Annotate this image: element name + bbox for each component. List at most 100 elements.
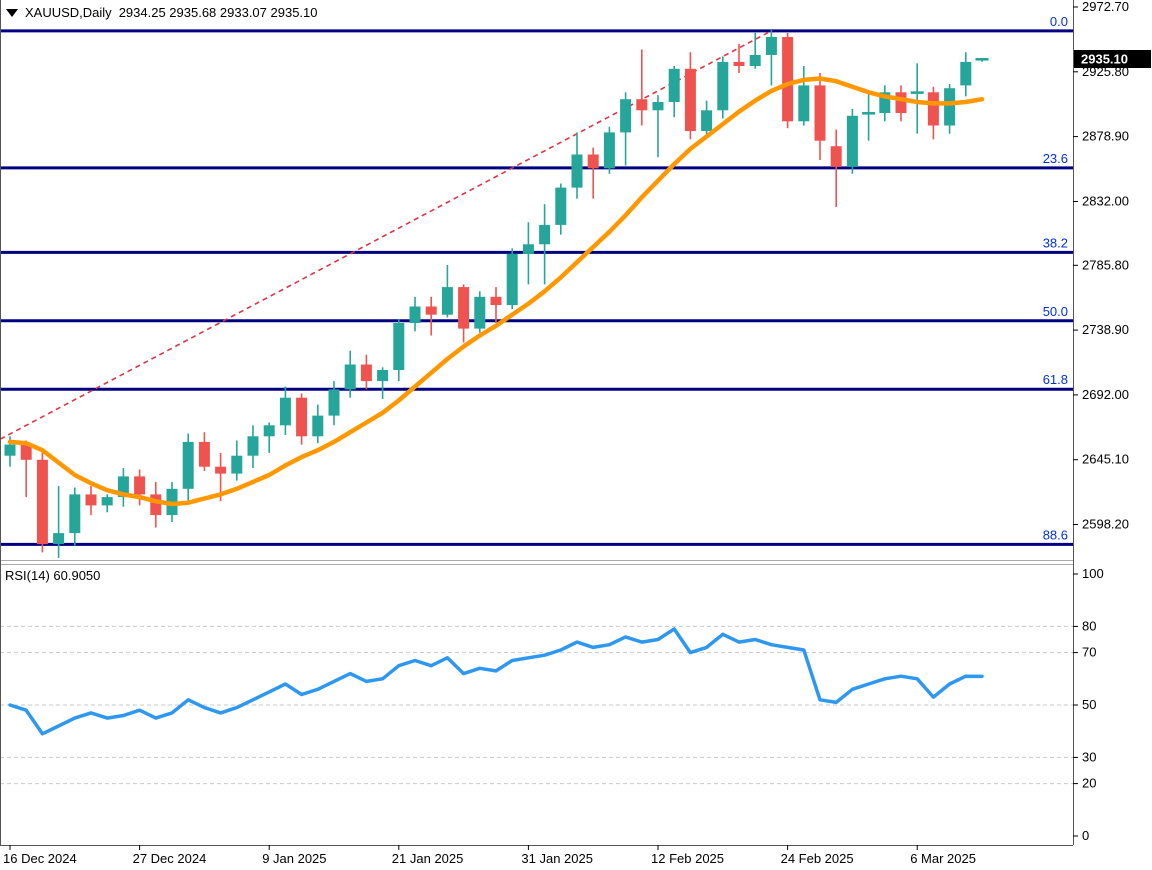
candle[interactable]: [247, 425, 259, 469]
candle[interactable]: [231, 440, 243, 481]
candle[interactable]: [587, 147, 599, 199]
candle[interactable]: [960, 52, 972, 97]
rsi-gridlines: [0, 625, 1073, 785]
price-tick-label: 2598.20: [1082, 517, 1129, 532]
rsi-tick-label: 20: [1082, 776, 1096, 791]
candle[interactable]: [425, 296, 437, 336]
panel-borders: [0, 0, 1074, 846]
candle[interactable]: [733, 43, 745, 73]
candle[interactable]: [846, 108, 858, 174]
fib-label-88.6: 88.6: [1043, 527, 1068, 542]
price-tick-label: 2645.10: [1082, 452, 1129, 467]
rsi-tick-label: 70: [1082, 645, 1096, 660]
date-tick-label: 16 Dec 2024: [3, 851, 77, 866]
price-tick-label: 2832.00: [1082, 194, 1129, 209]
candle[interactable]: [85, 486, 97, 516]
candle[interactable]: [830, 129, 842, 207]
rsi-tick-label: 30: [1082, 749, 1096, 764]
rsi-indicator-label: RSI(14) 60.9050: [5, 568, 101, 583]
candle[interactable]: [603, 126, 615, 174]
candle[interactable]: [798, 66, 810, 126]
candle[interactable]: [814, 73, 826, 160]
rsi-tick-label: 80: [1082, 618, 1096, 633]
candle[interactable]: [490, 287, 502, 323]
candle[interactable]: [539, 204, 551, 285]
candle[interactable]: [668, 66, 680, 118]
candle[interactable]: [684, 52, 696, 140]
candle[interactable]: [296, 393, 308, 445]
candle[interactable]: [101, 494, 113, 513]
candle[interactable]: [555, 183, 567, 235]
candle[interactable]: [328, 381, 340, 426]
date-tick-label: 6 Mar 2025: [910, 851, 976, 866]
rsi-polyline[interactable]: [8, 627, 984, 736]
candle[interactable]: [263, 422, 275, 453]
candle[interactable]: [409, 296, 421, 332]
price-tick-label: 2785.80: [1082, 257, 1129, 272]
rsi-axis[interactable]: 100 80 70 50 30 20 0: [1073, 566, 1104, 843]
fib-label-0.0: 0.0: [1050, 14, 1068, 29]
candle[interactable]: [393, 318, 405, 382]
candle[interactable]: [782, 32, 794, 129]
candle[interactable]: [944, 84, 956, 134]
fib-retracement-lines[interactable]: 0.0 23.6 38.2 50.0 61.8 88.6: [0, 14, 1073, 546]
ma-line[interactable]: [7, 76, 985, 507]
candle[interactable]: [182, 433, 194, 503]
rsi-tick-label: 0: [1082, 828, 1089, 843]
date-tick-label: 27 Dec 2024: [133, 851, 207, 866]
date-tick-label: 31 Jan 2025: [521, 851, 593, 866]
candle[interactable]: [620, 92, 632, 166]
rsi-tick-label: 100: [1082, 566, 1104, 581]
price-tick-label: 2738.90: [1082, 322, 1129, 337]
candle[interactable]: [717, 56, 729, 119]
candle[interactable]: [377, 367, 389, 399]
rsi-line[interactable]: [8, 627, 984, 736]
candle[interactable]: [458, 284, 470, 343]
date-axis[interactable]: 16 Dec 2024 27 Dec 2024 9 Jan 2025 21 Jan 2…: [3, 845, 976, 866]
candle[interactable]: [69, 487, 81, 546]
candle[interactable]: [749, 32, 761, 69]
dashed-trendline[interactable]: [0, 30, 772, 440]
candle[interactable]: [53, 486, 65, 558]
ohlc-readout: 2934.25 2935.68 2933.07 2935.10: [118, 5, 318, 20]
candle[interactable]: [879, 85, 891, 122]
candle[interactable]: [636, 49, 648, 126]
candle[interactable]: [474, 291, 486, 333]
candle[interactable]: [910, 63, 924, 134]
candle[interactable]: [20, 440, 32, 498]
price-axis[interactable]: 2972.702925.802878.902832.002785.802738.…: [1073, 0, 1129, 532]
candle[interactable]: [927, 86, 939, 140]
candle[interactable]: [312, 404, 324, 444]
candle[interactable]: [360, 354, 372, 390]
date-tick-label: 24 Feb 2025: [781, 851, 854, 866]
candle[interactable]: [895, 85, 907, 122]
candle[interactable]: [150, 481, 162, 528]
candle[interactable]: [652, 95, 664, 158]
current-price-tag-label: 2935.10: [1081, 52, 1128, 67]
current-price-tag: 2935.10: [1074, 50, 1151, 68]
symbol-dropdown-icon[interactable]: [6, 8, 18, 17]
symbol-period-label: XAUUSD,Daily: [25, 5, 112, 20]
date-tick-label: 21 Jan 2025: [392, 851, 464, 866]
ma-polyline[interactable]: [7, 76, 985, 507]
candle[interactable]: [198, 432, 210, 471]
candle[interactable]: [571, 132, 583, 199]
date-tick-label: 12 Feb 2025: [651, 851, 724, 866]
candle[interactable]: [506, 248, 518, 310]
candle[interactable]: [279, 386, 291, 435]
candle[interactable]: [701, 100, 713, 138]
trendline[interactable]: [0, 30, 772, 440]
candle[interactable]: [522, 222, 534, 285]
candle[interactable]: [765, 30, 777, 86]
candle[interactable]: [117, 468, 129, 507]
candlestick-series[interactable]: [4, 30, 989, 558]
rsi-tick-label: 50: [1082, 697, 1096, 712]
candle[interactable]: [441, 265, 453, 318]
price-tick-label: 2878.90: [1082, 129, 1129, 144]
candle[interactable]: [975, 58, 989, 62]
price-tick-label: 2692.00: [1082, 387, 1129, 402]
candle[interactable]: [344, 350, 356, 398]
candle[interactable]: [862, 90, 876, 141]
candle[interactable]: [36, 450, 48, 553]
